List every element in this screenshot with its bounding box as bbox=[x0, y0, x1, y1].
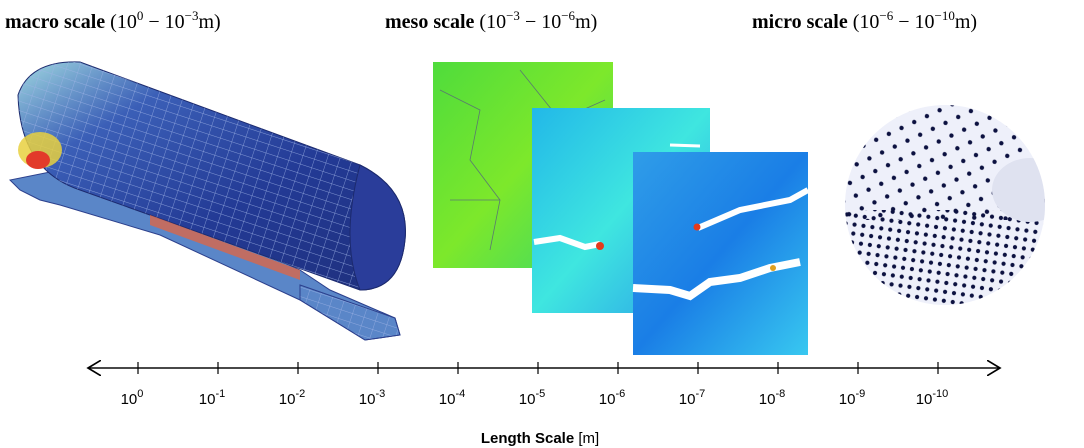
tick-base: 10 bbox=[599, 391, 616, 408]
meso-image bbox=[433, 62, 808, 355]
tick-exponent: -10 bbox=[932, 388, 948, 400]
figure: macro scale (100 − 10−3m) meso scale (10… bbox=[0, 0, 1084, 448]
tick-base: 10 bbox=[279, 391, 296, 408]
page: {"headings": [ {"name": "macro scale", "… bbox=[0, 0, 1084, 448]
heading-range: (10 bbox=[853, 11, 880, 33]
heading-exponent: −6 bbox=[561, 8, 575, 23]
tick-exponent: -8 bbox=[775, 388, 785, 400]
heading-exponent: −3 bbox=[185, 8, 199, 23]
tick-label: 10-5 bbox=[519, 388, 545, 408]
tick-exponent: -1 bbox=[215, 388, 225, 400]
tick-label: 10-9 bbox=[839, 388, 865, 408]
tick-exponent: -2 bbox=[295, 388, 305, 400]
heading-name: meso scale bbox=[385, 11, 475, 33]
axis-label: Length Scale bbox=[481, 430, 574, 447]
heading-exponent: −10 bbox=[935, 8, 955, 23]
tick-label: 10-2 bbox=[279, 388, 305, 408]
tick-exponent: 0 bbox=[137, 388, 143, 400]
tick-label: 10-1 bbox=[199, 388, 225, 408]
tick-base: 10 bbox=[359, 391, 376, 408]
heading: meso scale (10−3 − 10−6m) bbox=[385, 8, 597, 33]
tick-exponent: -4 bbox=[455, 388, 465, 400]
tick-base: 10 bbox=[679, 391, 696, 408]
macro-image bbox=[10, 62, 405, 340]
tick-base: 10 bbox=[439, 391, 456, 408]
tick-exponent: -6 bbox=[615, 388, 625, 400]
tick-exponent: -3 bbox=[375, 388, 385, 400]
tick-label: 100 bbox=[121, 388, 144, 408]
heading: macro scale (100 − 10−3m) bbox=[5, 8, 221, 33]
tick-label: 10-6 bbox=[599, 388, 625, 408]
heading-range: − 10 bbox=[143, 11, 184, 33]
heading-range: m) bbox=[198, 11, 220, 33]
tick-label: 10-10 bbox=[916, 388, 949, 408]
tick-base: 10 bbox=[839, 391, 856, 408]
heading-range: (10 bbox=[479, 11, 506, 33]
heading-exponent: −6 bbox=[879, 8, 893, 23]
tick-base: 10 bbox=[121, 391, 138, 408]
heading-name: micro scale bbox=[752, 11, 848, 33]
tick-label: 10-3 bbox=[359, 388, 385, 408]
tick-base: 10 bbox=[916, 391, 933, 408]
heading-range: − 10 bbox=[520, 11, 561, 33]
micro-image bbox=[845, 105, 1068, 310]
tick-label: 10-7 bbox=[679, 388, 705, 408]
heading: micro scale (10−6 − 10−10m) bbox=[752, 8, 977, 33]
tick-base: 10 bbox=[519, 391, 536, 408]
axis-title: Length Scale [m] bbox=[481, 430, 599, 447]
tick-label: 10-8 bbox=[759, 388, 785, 408]
tick-base: 10 bbox=[759, 391, 776, 408]
tick-exponent: -9 bbox=[855, 388, 865, 400]
tick-exponent: -7 bbox=[695, 388, 705, 400]
heading-range: m) bbox=[955, 11, 977, 33]
tick-base: 10 bbox=[199, 391, 216, 408]
heading-name: macro scale bbox=[5, 11, 105, 33]
tick-exponent: -5 bbox=[535, 388, 545, 400]
heading-range: (10 bbox=[110, 11, 137, 33]
tick-label: 10-4 bbox=[439, 388, 465, 408]
axis-unit: [m] bbox=[578, 430, 599, 447]
heading-range: m) bbox=[575, 11, 597, 33]
heading-range: − 10 bbox=[893, 11, 934, 33]
heading-exponent: −3 bbox=[506, 8, 520, 23]
